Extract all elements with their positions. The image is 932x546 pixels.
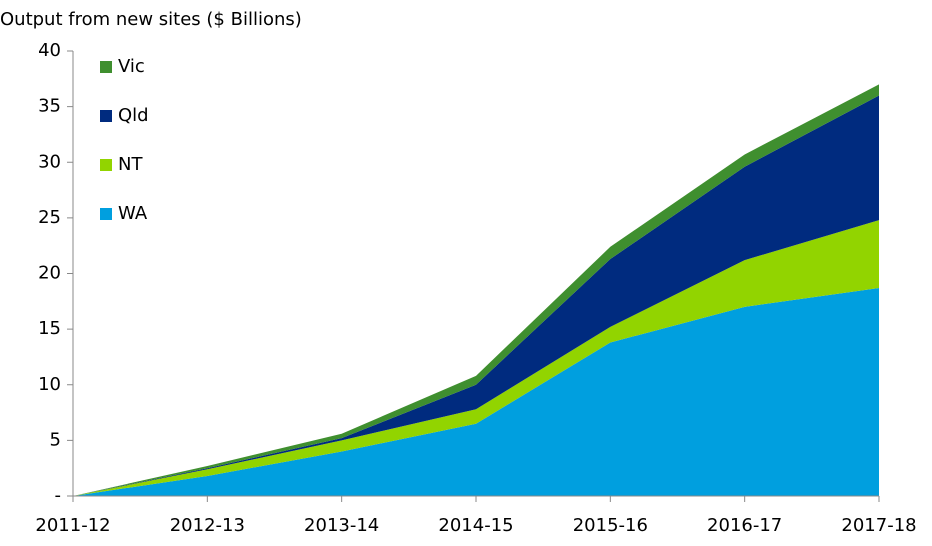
y-tick-label: - [55,485,62,506]
legend-label: Qld [118,105,149,126]
x-tick-label: 2013-14 [304,515,379,536]
y-tick-label: 5 [50,429,61,450]
y-tick-label: 30 [38,151,61,172]
y-tick-label: 10 [38,374,61,395]
y-tick-label: 40 [38,40,61,61]
legend-label: Vic [118,56,145,77]
area [73,220,879,496]
chart-title: Output from new sites ($ Billions) [0,9,302,30]
x-tick-label: 2017-18 [841,515,916,536]
area [73,287,879,496]
legend-label: WA [118,203,148,224]
legend-label: NT [118,154,143,175]
x-tick-label: 2014-15 [438,515,513,536]
x-tick-label: 2016-17 [707,515,782,536]
legend-swatch [100,110,112,122]
y-tick-label: 20 [38,263,61,284]
x-tick-label: 2015-16 [573,515,648,536]
legend-swatch [100,208,112,220]
y-tick-label: 15 [38,318,61,339]
x-tick-label: 2011-12 [35,515,110,536]
legend-swatch [100,61,112,73]
y-tick-label: 35 [38,96,61,117]
y-tick-label: 25 [38,207,61,228]
legend-swatch [100,159,112,171]
x-tick-label: 2012-13 [170,515,245,536]
